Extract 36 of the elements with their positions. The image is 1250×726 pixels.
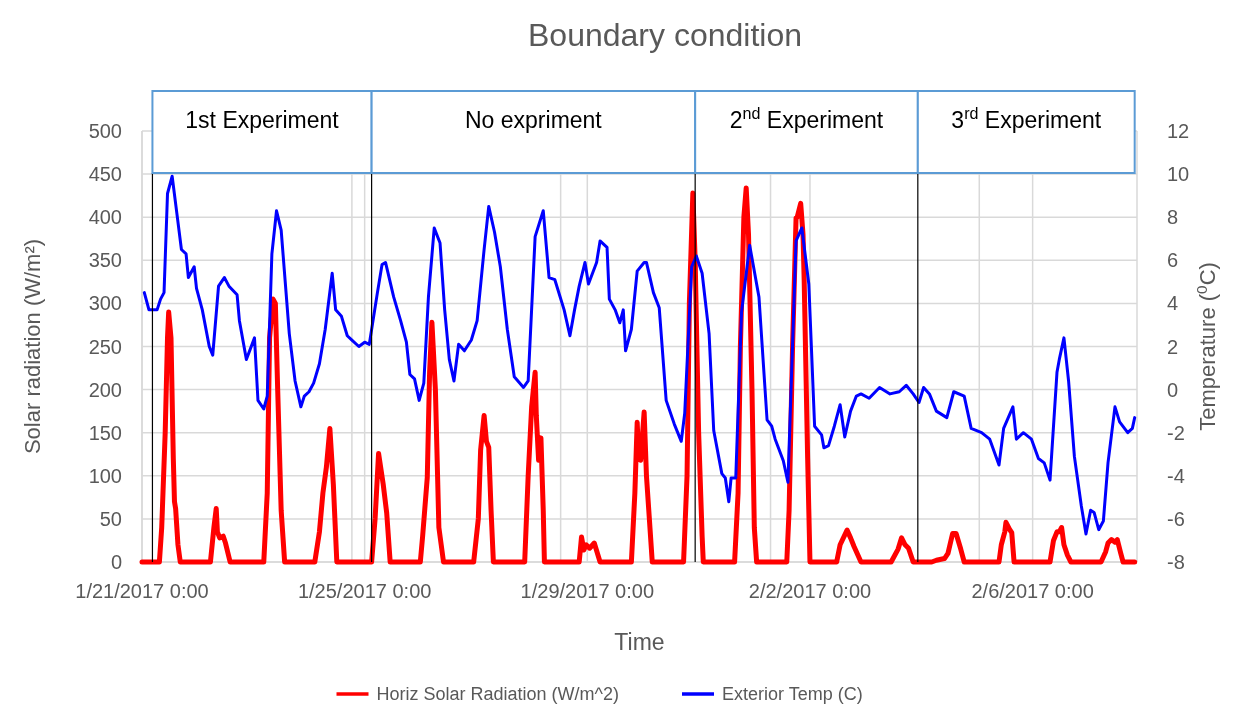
y2-tick-label: 12 [1167, 120, 1190, 142]
legend-label: Exterior Temp (C) [722, 684, 863, 704]
y2-tick-label: -6 [1167, 507, 1185, 530]
y-tick-label: 150 [88, 421, 122, 444]
y2-tick-label: 8 [1167, 206, 1179, 229]
y-tick-label: 200 [88, 378, 122, 401]
legend-label: Horiz Solar Radiation (W/m^2) [376, 684, 620, 704]
x-axis-title: Time [614, 629, 665, 655]
y2-tick-label: 6 [1167, 249, 1179, 272]
band-label: No expriment [465, 107, 603, 133]
y-tick-label: 250 [88, 335, 122, 358]
x-tick-label: 1/25/2017 0:00 [297, 580, 432, 602]
chart-title: Boundary condition [528, 17, 802, 53]
y-tick-label: 350 [88, 249, 122, 272]
y2-tick-label: -2 [1167, 421, 1185, 444]
y-tick-label: 0 [110, 551, 122, 573]
x-tick-label: 1/29/2017 0:00 [520, 580, 655, 602]
x-tick-label: 1/21/2017 0:00 [75, 580, 209, 602]
y2-tick-label: -8 [1167, 551, 1185, 573]
y2-tick-label: 10 [1167, 163, 1190, 186]
y-tick-label: 400 [88, 206, 122, 229]
y2-tick-label: -4 [1167, 464, 1185, 487]
y-tick-label: 50 [99, 507, 122, 530]
x-tick-label: 2/2/2017 0:00 [748, 580, 872, 602]
band-label: 1st Experiment [185, 107, 340, 133]
x-tick-label: 2/6/2017 0:00 [971, 580, 1094, 602]
band-label: 2$^{nd}$ Experiment [729, 104, 884, 133]
y-tick-label: 300 [88, 292, 122, 315]
y-tick-label: 450 [88, 163, 122, 186]
y2-tick-label: 2 [1167, 335, 1179, 358]
band-label: 3$^{rd}$ Experiment [951, 104, 1102, 133]
y-axis-title: Solar radiation (W/m²) [20, 238, 45, 455]
y2-tick-label: 0 [1167, 378, 1179, 401]
y2-tick-label: 4 [1167, 292, 1179, 315]
y-tick-label: 100 [88, 464, 122, 487]
y-tick-label: 500 [88, 120, 122, 142]
